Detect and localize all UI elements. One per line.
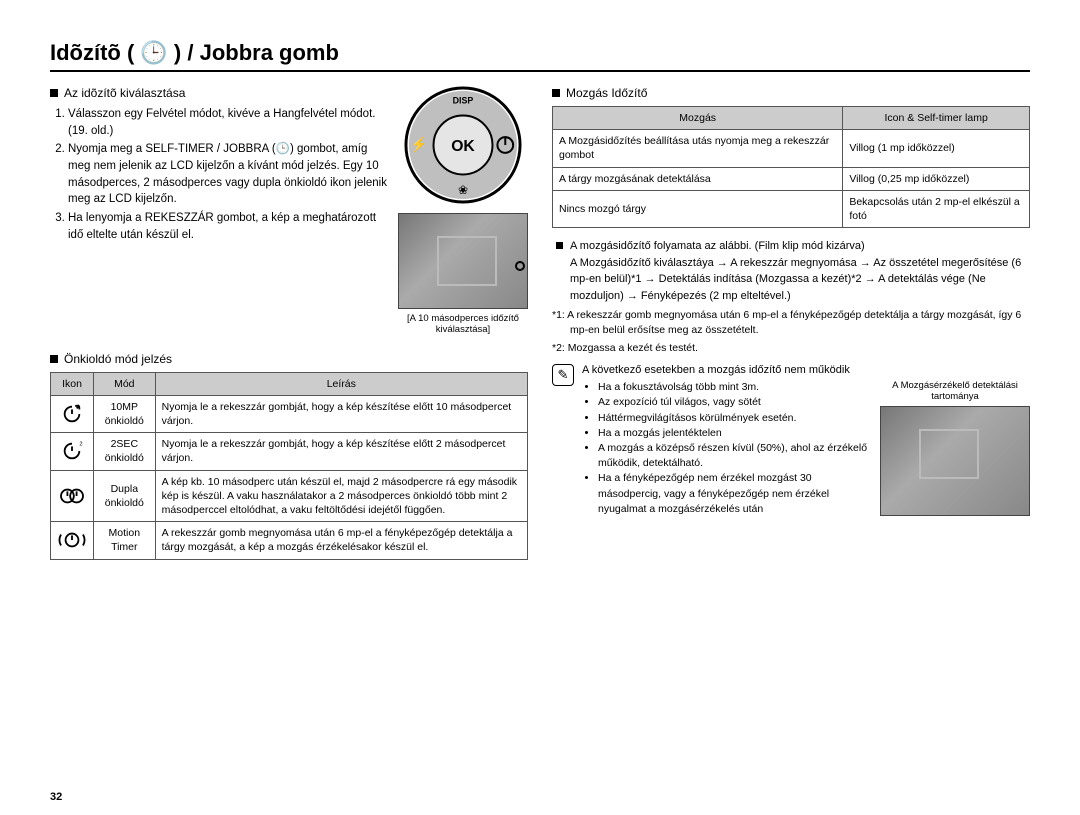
svg-text:❀: ❀ bbox=[458, 183, 468, 197]
table-row: Dupla önkioldó A kép kb. 10 másodperc ut… bbox=[51, 470, 528, 522]
page-title: Idõzítõ ( 🕒 ) / Jobbra gomb bbox=[50, 40, 1030, 72]
list-item: Az expozíció túl világos, vagy sötét bbox=[598, 395, 872, 410]
flow-body: A Mozgásidőzítő kiválasztáya → A rekeszz… bbox=[570, 255, 1030, 305]
motion-th-0: Mozgás bbox=[553, 107, 843, 130]
table-row: A tárgy mozgásának detektálása Villog (0… bbox=[553, 167, 1030, 190]
mode-table: Ikon Mód Leírás 10MP önkioldó Nyomja le … bbox=[50, 372, 528, 560]
mode-th-mode: Mód bbox=[94, 372, 156, 395]
mode-th-icon: Ikon bbox=[51, 372, 94, 395]
flow-intro: A mozgásidőzítő folyamata az alábbi. (Fi… bbox=[570, 238, 1030, 255]
table-row: 2S 2SEC önkioldó Nyomja le a rekeszzár g… bbox=[51, 433, 528, 470]
timer-2-icon: 2S bbox=[51, 433, 94, 470]
dial-figure: OK DISP ⚡ ❀ [A 10 másodperces időzítő ki… bbox=[398, 86, 528, 336]
motion-th-1: Icon & Self-timer lamp bbox=[843, 107, 1030, 130]
desc-cell: Nyomja le a rekeszzár gombját, hogy a ké… bbox=[155, 433, 527, 470]
lcd-preview-caption: [A 10 másodperces időzítő kiválasztása] bbox=[398, 313, 528, 336]
svg-text:⚡: ⚡ bbox=[410, 136, 427, 153]
table-row: A Mozgásidőzítés beállítása utás nyomja … bbox=[553, 130, 1030, 167]
lcd-preview bbox=[398, 213, 528, 309]
timer-double-icon bbox=[51, 470, 94, 522]
right-column: Mozgás Időzítő Mozgás Icon & Self-timer … bbox=[552, 86, 1030, 560]
note-icon: ✎ bbox=[552, 364, 574, 386]
mode-th-desc: Leírás bbox=[155, 372, 527, 395]
mode-cell: 2SEC önkioldó bbox=[94, 433, 156, 470]
motion-heading: Mozgás Időzítő bbox=[552, 86, 1030, 100]
mode-heading: Önkioldó mód jelzés bbox=[50, 352, 528, 366]
list-item: Ha a mozgás jelentéktelen bbox=[598, 426, 872, 441]
select-timer-heading: Az idõzítõ kiválasztása bbox=[50, 86, 392, 100]
table-row: 10MP önkioldó Nyomja le a rekeszzár gomb… bbox=[51, 395, 528, 432]
ok-dial-icon: OK DISP ⚡ ❀ bbox=[404, 86, 522, 204]
note-bullet-list: Ha a fokusztávolság több mint 3m. Az exp… bbox=[582, 380, 872, 517]
note-box: ✎ A következő esetekben a mozgás időzítő… bbox=[552, 364, 1030, 517]
dial-ok-label: OK bbox=[451, 138, 475, 155]
footnote-1: *1: A rekeszzár gomb megnyomása után 6 m… bbox=[552, 308, 1030, 337]
mode-cell: Dupla önkioldó bbox=[94, 470, 156, 522]
desc-cell: Nyomja le a rekeszzár gombját, hogy a ké… bbox=[155, 395, 527, 432]
list-item: Háttérmegvilágításos körülmények esetén. bbox=[598, 411, 872, 426]
list-item: Ha a fényképezőgép nem érzékel mozgást 3… bbox=[598, 471, 872, 517]
list-item: A mozgás a középső részen kívül (50%), a… bbox=[598, 441, 872, 471]
mode-cell: 10MP önkioldó bbox=[94, 395, 156, 432]
desc-cell: A rekeszzár gomb megnyomása után 6 mp-el… bbox=[155, 522, 527, 559]
svg-text:DISP: DISP bbox=[453, 96, 474, 106]
svg-text:2S: 2S bbox=[79, 442, 83, 448]
desc-cell: A kép kb. 10 másodperc után készül el, m… bbox=[155, 470, 527, 522]
detection-range-figure: A Mozgásérzékelő detektálási tartománya bbox=[880, 380, 1030, 517]
mode-cell: Motion Timer bbox=[94, 522, 156, 559]
page-number: 32 bbox=[50, 791, 62, 803]
table-row: Nincs mozgó tárgy Bekapcsolás után 2 mp-… bbox=[553, 190, 1030, 227]
left-column: OK DISP ⚡ ❀ [A 10 másodperces időzítő ki… bbox=[50, 86, 528, 560]
footnote-2: *2: Mozgassa a kezét és testét. bbox=[552, 341, 1030, 356]
table-row: Motion Timer A rekeszzár gomb megnyomása… bbox=[51, 522, 528, 559]
timer-10-icon bbox=[51, 395, 94, 432]
motion-table: Mozgás Icon & Self-timer lamp A Mozgásid… bbox=[552, 106, 1030, 228]
list-item: Ha a fokusztávolság több mint 3m. bbox=[598, 380, 872, 395]
note-heading: A következő esetekben a mozgás időzítő n… bbox=[582, 364, 1030, 376]
motion-timer-icon bbox=[51, 522, 94, 559]
